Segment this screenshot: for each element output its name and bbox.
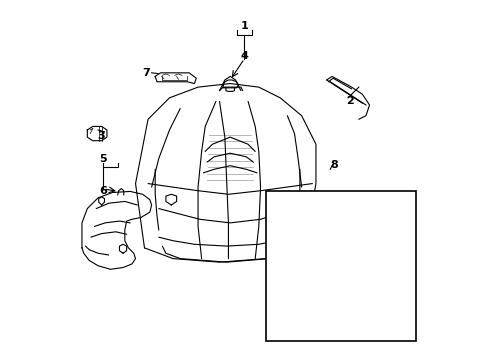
Text: 2: 2: [346, 96, 353, 107]
Text: 3: 3: [98, 131, 105, 141]
Text: 1: 1: [240, 21, 248, 31]
Text: 4: 4: [240, 51, 248, 61]
Text: 6: 6: [99, 186, 107, 197]
Bar: [265, 191, 415, 341]
Text: 5: 5: [100, 154, 107, 164]
Text: 8: 8: [330, 159, 338, 170]
Text: 7: 7: [142, 68, 150, 78]
